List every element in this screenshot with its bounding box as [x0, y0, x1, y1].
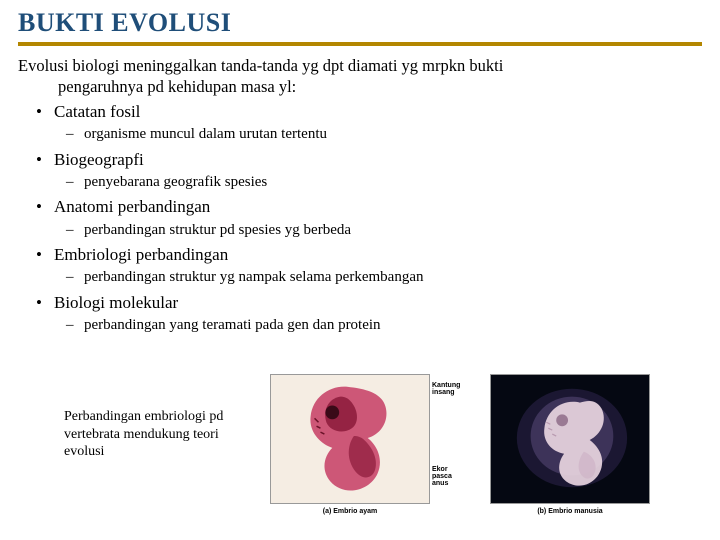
sub-item: perbandingan struktur yg nampak selama p…	[18, 268, 702, 288]
human-caption: (b) Embrio manusia	[490, 508, 650, 515]
intro-text: Evolusi biologi meninggalkan tanda-tanda…	[18, 56, 702, 97]
chick-caption: (a) Embrio ayam	[270, 508, 430, 515]
figure-caption-left: Perbandingan embriologi pd vertebrata me…	[64, 408, 228, 461]
bullet-item: Biologi molekular	[18, 292, 702, 314]
sub-item: perbandingan yang teramati pada gen dan …	[18, 316, 702, 336]
intro-line-2: pengaruhnya pd kehidupan masa yl:	[18, 77, 702, 98]
human-embryo-image	[490, 374, 650, 504]
figure-area: Perbandingan embriologi pd vertebrata me…	[0, 374, 720, 534]
intro-line-1: Evolusi biologi meninggalkan tanda-tanda…	[18, 56, 503, 75]
bullet-item: Catatan fosil	[18, 101, 702, 123]
main-bullet-list: Embriologi perbandingan	[18, 244, 702, 266]
bullet-item: Biogeograpfi	[18, 149, 702, 171]
bullet-item: Anatomi perbandingan	[18, 196, 702, 218]
main-bullet-list: Biogeograpfi	[18, 149, 702, 171]
sub-item: perbandingan struktur pd spesies yg berb…	[18, 221, 702, 241]
bullet-item: Embriologi perbandingan	[18, 244, 702, 266]
page-title: BUKTI EVOLUSI	[18, 8, 702, 40]
sub-item: organisme muncul dalam urutan tertentu	[18, 125, 702, 145]
sub-bullet-list: perbandingan yang teramati pada gen dan …	[18, 316, 702, 336]
chick-embryo-image	[270, 374, 430, 504]
sub-bullet-list: penyebarana geografik spesies	[18, 173, 702, 193]
title-underline	[18, 42, 702, 46]
sub-item: penyebarana geografik spesies	[18, 173, 702, 193]
sub-bullet-list: organisme muncul dalam urutan tertentu	[18, 125, 702, 145]
sub-bullet-list: perbandingan struktur yg nampak selama p…	[18, 268, 702, 288]
main-bullet-list: Biologi molekular	[18, 292, 702, 314]
tail-label: Ekor pasca anus	[432, 466, 452, 487]
sub-bullet-list: perbandingan struktur pd spesies yg berb…	[18, 221, 702, 241]
main-bullet-list: Anatomi perbandingan	[18, 196, 702, 218]
main-bullet-list: Catatan fosil	[18, 101, 702, 123]
gill-pouch-label: Kantung insang	[432, 382, 460, 396]
